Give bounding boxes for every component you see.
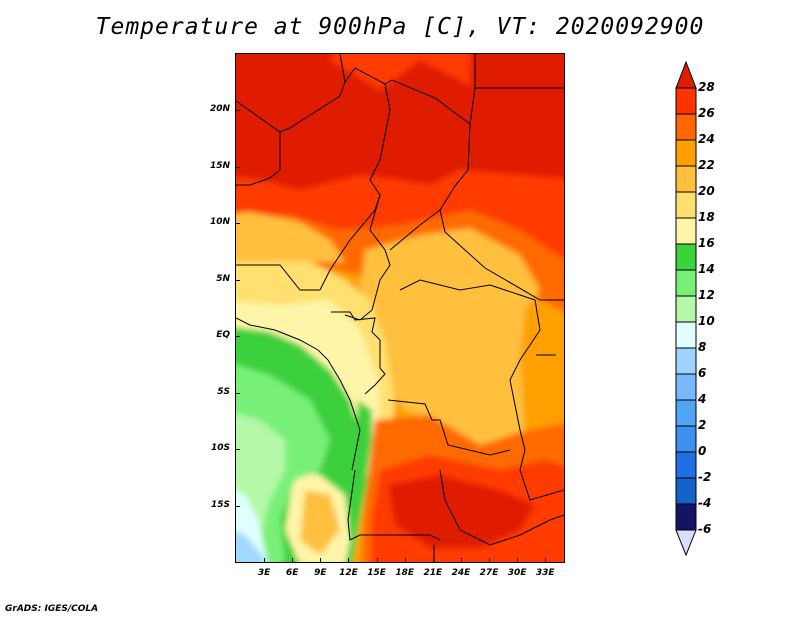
colorbar-label: -4 [698, 496, 712, 510]
colorbar-swatch [675, 191, 697, 219]
y-tick [236, 392, 240, 394]
field-28-plus-south [388, 475, 535, 548]
x-tick [432, 558, 434, 562]
y-tick [236, 166, 240, 168]
colorbar-swatch [675, 295, 697, 323]
colorbar-swatch [675, 451, 697, 479]
y-tick-label: 20N [209, 104, 230, 115]
x-tick-label: 12E [339, 568, 358, 578]
x-tick [348, 558, 350, 562]
colorbar-label: 8 [698, 340, 707, 354]
colorbar-label: 14 [698, 262, 715, 276]
colorbar-bottom-arrow [675, 529, 697, 557]
x-tick-label: 15E [367, 568, 386, 578]
colorbar-label: 22 [698, 158, 715, 172]
colorbar-label: 16 [698, 236, 715, 250]
chart-title: Temperature at 900hPa [C], VT: 202009290… [95, 14, 705, 40]
x-tick-label: 24E [451, 568, 471, 578]
colorbar-swatch [675, 399, 697, 427]
colorbar-swatch [675, 269, 697, 297]
y-tick [236, 449, 240, 451]
colorbar-swatch [675, 373, 697, 401]
y-tick-label: 5S [217, 386, 230, 397]
x-tick [545, 558, 547, 562]
x-tick [264, 558, 266, 562]
colorbar-label: 2 [698, 418, 707, 432]
colorbar-swatch [675, 503, 697, 531]
colorbar-swatch [675, 321, 697, 349]
colorbar-label: 0 [698, 444, 707, 458]
colorbar-swatch [675, 113, 697, 141]
colorbar-label: 4 [698, 392, 707, 406]
colorbar-label: -2 [698, 470, 712, 484]
field-6-8 [236, 531, 265, 562]
y-tick [236, 505, 240, 507]
x-tick-label: 18E [395, 568, 415, 578]
y-tick-label: 10S [210, 443, 230, 454]
colorbar-label: 18 [698, 210, 715, 224]
y-tick-label: 15S [210, 499, 230, 510]
y-tick [236, 223, 240, 225]
colorbar-swatch [675, 217, 697, 245]
field-20-22-central [360, 228, 540, 445]
field-20-22-north [236, 212, 345, 265]
country-borders [236, 54, 564, 562]
y-tick-label: 10N [209, 217, 230, 228]
colorbar-swatch [675, 165, 697, 193]
colorbar-label: 20 [698, 184, 715, 198]
colorbar-label: 6 [698, 366, 707, 380]
x-tick [376, 558, 378, 562]
colorbar-label: 24 [698, 132, 715, 146]
x-tick-label: 9E [314, 568, 327, 578]
x-tick-label: 6E [286, 568, 299, 578]
colorbar-swatch [675, 243, 697, 271]
x-tick [517, 558, 519, 562]
y-tick [236, 279, 240, 281]
x-tick [460, 558, 462, 562]
colorbar-label: 28 [698, 80, 715, 94]
x-tick [292, 558, 294, 562]
y-tick-label: 5N [216, 273, 230, 284]
colorbar-label: 12 [698, 288, 715, 302]
x-tick-label: 30E [507, 568, 527, 578]
temperature-map [236, 54, 564, 562]
x-tick-label: 3E [257, 568, 271, 578]
x-tick-label: 27E [479, 568, 499, 578]
colorbar-label: 10 [698, 314, 715, 328]
y-tick [236, 336, 240, 338]
footer-credit: GrADS: IGES/COLA [5, 604, 99, 614]
colorbar-swatch [675, 87, 697, 115]
x-tick-label: 21E [423, 568, 443, 578]
y-tick-label: 15N [209, 160, 230, 171]
y-tick [236, 110, 240, 112]
x-tick [489, 558, 491, 562]
colorbar-top-arrow [675, 60, 697, 89]
colorbar-label: -6 [698, 522, 712, 536]
y-tick-label: EQ [216, 330, 230, 341]
colorbar-swatch [675, 425, 697, 453]
colorbar-label: 26 [698, 106, 715, 120]
field-20-22-south [300, 490, 340, 555]
x-tick [404, 558, 406, 562]
colorbar-swatch [675, 347, 697, 375]
x-tick [320, 558, 322, 562]
colorbar-swatch [675, 477, 697, 505]
colorbar-swatch [675, 139, 697, 167]
x-tick-label: 33E [535, 568, 555, 578]
colorbar [675, 60, 697, 557]
field-coast-green [352, 400, 372, 520]
